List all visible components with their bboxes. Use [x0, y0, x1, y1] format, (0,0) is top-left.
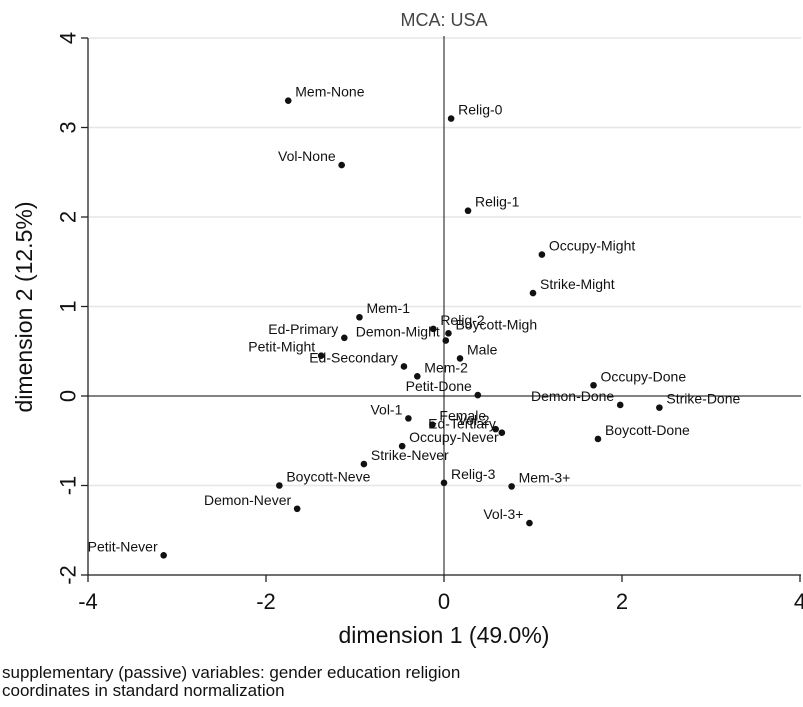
point-label-female: Female: [439, 408, 486, 424]
point-petit-never: [160, 552, 167, 559]
grid-lines: [89, 37, 801, 576]
point-relig-0: [447, 115, 455, 122]
point-ed-secondary: [400, 363, 408, 370]
x-tick-label-4: 4: [794, 589, 803, 614]
y-axis-title: dimension 2 (12.5%): [11, 202, 37, 413]
data-points: Mem-None Relig-0 Vol-None Relig-1 Occupy-Mig…: [88, 84, 741, 559]
point-label-ed-primary: Ed-Primary: [268, 321, 338, 337]
point-ed-primary: [341, 334, 348, 342]
y-tick-label-1: -1: [56, 476, 81, 496]
y-tick-label-4: 2: [56, 211, 81, 223]
point-label-mem-2: Mem-2: [424, 359, 468, 375]
point-label-relig-2: Relig-2: [440, 312, 485, 328]
mca-scatter-chart: -2 -1 0 1 2 3 4 -4 -2 0 2 4 Mem-None Relig-0 Vol-None…: [11, 10, 803, 648]
point-mem-3-: [508, 483, 515, 490]
point-petit-might: [317, 352, 325, 360]
point-relig-3: [440, 479, 448, 487]
point-label-demon-never: Demon-Never: [204, 492, 291, 508]
point-label-strike-done: Strike-Done: [666, 391, 740, 407]
point-label-strike-never: Strike-Never: [371, 447, 449, 463]
point-vol-1: [405, 415, 412, 422]
point-occupy-never: [398, 442, 406, 450]
point-label-ed-tertiary: Ed-Tertiary: [428, 416, 496, 432]
point-label-strike-might: Strike-Might: [540, 276, 615, 292]
x-tick-label-0: -4: [78, 589, 98, 614]
point-label-mem-3-: Mem-3+: [519, 469, 571, 485]
x-axis-title: dimension 1 (49.0%): [339, 622, 550, 648]
point-label-relig-1: Relig-1: [475, 194, 520, 210]
point-strike-might: [529, 289, 537, 297]
y-tick-label-5: 3: [56, 121, 81, 133]
point-label-petit-might: Petit-Might: [248, 339, 315, 355]
tick-labels: -2 -1 0 1 2 3 4 -4 -2 0 2 4: [56, 32, 803, 614]
axes: [81, 37, 801, 582]
normalization-note: coordinates in standard normalization: [2, 681, 285, 700]
point-label-boycott-neve: Boycott-Neve: [286, 469, 370, 485]
point-label-mem-none: Mem-None: [295, 84, 364, 100]
point-strike-never: [360, 460, 368, 468]
point-demon-done: [616, 401, 624, 409]
point-label-occupy-might: Occupy-Might: [549, 238, 635, 254]
point-label-mem-1: Mem-1: [366, 300, 410, 316]
y-tick-label-6: 4: [56, 32, 81, 44]
point-relig-1: [464, 207, 472, 215]
point-label-ed-secondary: Ed-Secondary: [309, 349, 398, 365]
point-mem-2: [414, 373, 421, 380]
point-label-occupy-never: Occupy-Never: [409, 429, 499, 445]
point-label-vol-1: Vol-1: [370, 401, 402, 417]
point-label-demon-done: Demon-Done: [531, 388, 614, 404]
y-tick-label-3: 1: [56, 300, 81, 312]
supplementary-note: supplementary (passive) variables: gende…: [2, 663, 461, 682]
point-boycott-neve: [276, 482, 283, 489]
point-label-relig-0: Relig-0: [458, 102, 503, 118]
point-label-male: Male: [467, 341, 498, 357]
point-ed-tertiary: [498, 429, 506, 436]
point-label-relig-3: Relig-3: [451, 466, 496, 482]
x-tick-label-3: 2: [616, 589, 628, 614]
point-boycott-done: [594, 435, 602, 443]
point-label-petit-never: Petit-Never: [88, 538, 158, 554]
point-boycott-migh: [445, 330, 452, 337]
point-mem-1: [356, 313, 363, 321]
point-female: [429, 421, 436, 428]
point-demon-might: [442, 337, 450, 344]
point-label-petit-done: Petit-Done: [406, 378, 472, 394]
point-relig-2: [430, 325, 437, 333]
point-occupy-might: [538, 251, 546, 258]
point-label-boycott-done: Boycott-Done: [605, 422, 690, 438]
point-label-occupy-done: Occupy-Done: [601, 368, 687, 384]
point-male: [456, 355, 464, 362]
point-petit-done: [474, 391, 482, 399]
x-tick-label-1: -2: [256, 589, 276, 614]
point-label-boycott-migh: Boycott-Migh: [455, 316, 537, 332]
point-label-vol-none: Vol-None: [278, 148, 336, 164]
point-strike-done: [656, 404, 663, 411]
reference-lines: [88, 36, 801, 577]
chart-title: MCA: USA: [400, 10, 487, 30]
point-label-demon-might: Demon-Might: [356, 324, 440, 340]
point-mem-none: [284, 97, 292, 104]
y-tick-label-2: 0: [56, 390, 81, 402]
point-vol-3-: [526, 519, 533, 527]
point-vol-none: [338, 161, 345, 169]
point-vol-2: [492, 425, 499, 433]
point-demon-never: [293, 505, 301, 513]
point-label-vol-2: Vol-2: [458, 412, 490, 428]
y-tick-label-0: -2: [56, 565, 81, 585]
point-occupy-done: [590, 381, 597, 389]
point-label-vol-3-: Vol-3+: [483, 506, 523, 522]
x-tick-label-2: 0: [438, 589, 450, 614]
